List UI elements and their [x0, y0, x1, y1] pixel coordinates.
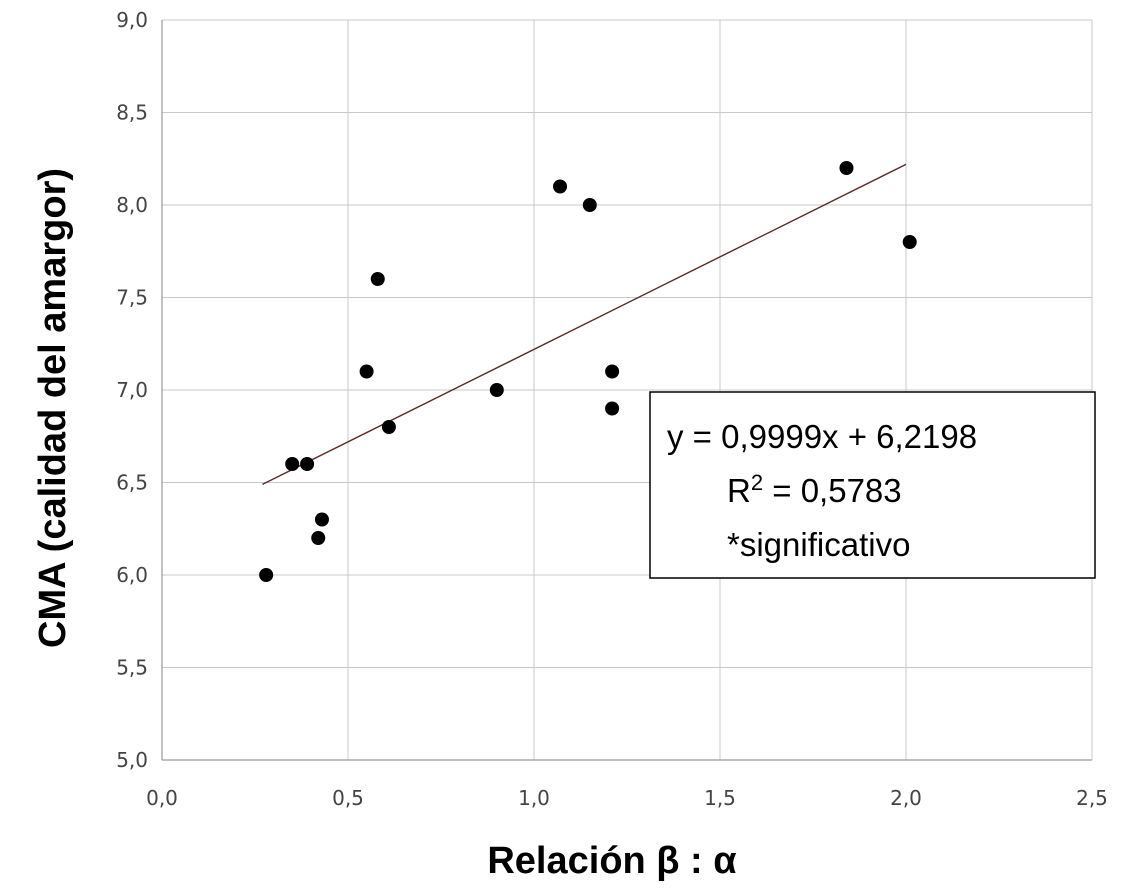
- r-squared-superscript: 2: [751, 470, 763, 495]
- y-tick-labels: 5,0 5,5 6,0 6,5 7,0 7,5 8,0 8,5 9,0: [116, 8, 148, 772]
- data-point: [902, 235, 917, 249]
- y-tick-label: 7,5: [116, 286, 148, 310]
- y-tick-label: 5,5: [116, 656, 148, 680]
- data-point: [553, 179, 568, 194]
- data-point: [605, 364, 620, 379]
- y-tick-label: 6,5: [116, 471, 148, 495]
- data-point: [370, 272, 385, 286]
- y-tick-label: 5,0: [116, 748, 148, 772]
- y-axis-title: CMA (calidad del amargor): [32, 168, 74, 648]
- plot-frame: [161, 20, 1092, 761]
- significance-text: *significativo: [727, 526, 910, 563]
- data-point: [314, 512, 329, 527]
- y-tick-label: 7,0: [116, 378, 148, 402]
- equation-text: y = 0,9999x + 6,2198: [667, 418, 977, 455]
- trendline-line: [262, 163, 907, 486]
- trendline: [262, 163, 907, 486]
- y-tick-label: 6,0: [116, 563, 148, 587]
- data-point: [582, 198, 597, 212]
- y-tick-label: 9,0: [116, 8, 148, 32]
- x-tick-label: 2,5: [1076, 786, 1108, 810]
- equation-box-border: [649, 391, 1096, 579]
- r-squared-text: R2 = 0,5783: [727, 470, 902, 509]
- data-point: [839, 161, 854, 175]
- data-point: [489, 383, 504, 397]
- x-tick-label: 1,0: [518, 786, 550, 810]
- data-point: [359, 364, 374, 379]
- data-point: [381, 420, 396, 434]
- r-squared-prefix: R: [727, 472, 751, 509]
- r-squared-value: = 0,5783: [763, 472, 902, 509]
- x-tick-label: 0,5: [332, 786, 364, 810]
- x-tick-label: 1,5: [704, 786, 736, 810]
- data-point: [300, 457, 315, 471]
- x-tick-label: 0,0: [146, 786, 178, 810]
- x-tick-label: 2,0: [890, 786, 922, 810]
- x-axis-title: Relación β : α: [487, 840, 736, 882]
- equation-box: y = 0,9999x + 6,2198 R2 = 0,5783 *signif…: [649, 391, 1096, 579]
- grid-lines: [161, 19, 1093, 761]
- data-point: [311, 531, 326, 545]
- data-point: [605, 401, 620, 416]
- x-tick-labels: 0,0 0,5 1,0 1,5 2,0 2,5: [146, 786, 1108, 810]
- y-tick-label: 8,0: [116, 193, 148, 217]
- data-point: [259, 568, 274, 582]
- y-tick-label: 8,5: [116, 101, 148, 125]
- data-points: [259, 161, 917, 582]
- data-point: [285, 457, 300, 471]
